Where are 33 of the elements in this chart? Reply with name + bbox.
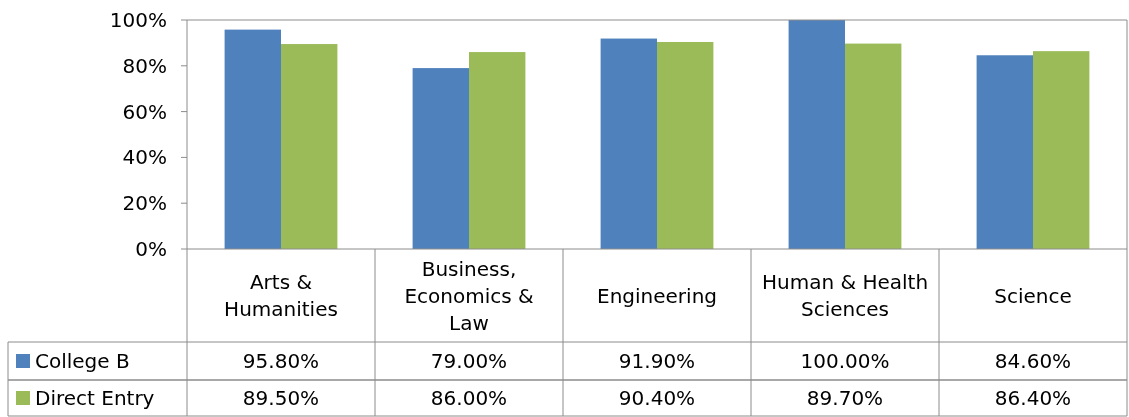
bar bbox=[281, 44, 338, 249]
y-tick-label: 0% bbox=[135, 237, 167, 261]
bar bbox=[600, 38, 657, 249]
y-tick-label: 20% bbox=[122, 191, 167, 216]
bar bbox=[412, 68, 469, 249]
x-tick-label: Science bbox=[994, 283, 1072, 308]
data-label: 86.40% bbox=[994, 386, 1072, 410]
bar bbox=[1033, 51, 1090, 249]
bar bbox=[469, 52, 526, 249]
data-label: 91.90% bbox=[618, 349, 696, 373]
bar bbox=[657, 41, 714, 249]
y-tick-label: 80% bbox=[122, 53, 167, 78]
data-label: 86.00% bbox=[430, 386, 508, 410]
data-label: 95.80% bbox=[242, 349, 320, 373]
data-label: 100.00% bbox=[800, 349, 890, 373]
legend-label: Direct Entry bbox=[35, 386, 155, 410]
x-tick-label: Business, Economics & Law bbox=[404, 256, 534, 335]
data-label: 89.50% bbox=[242, 386, 320, 410]
data-label: 89.70% bbox=[806, 386, 884, 410]
bar bbox=[845, 43, 902, 249]
x-tick-label: Human & Health Sciences bbox=[761, 270, 929, 321]
data-label: 90.40% bbox=[618, 386, 696, 410]
x-tick-label: Arts & Humanities bbox=[224, 270, 338, 321]
bar bbox=[976, 55, 1033, 249]
x-tick-label: Engineering bbox=[597, 283, 717, 308]
y-tick-label: 60% bbox=[122, 99, 167, 124]
bar bbox=[224, 29, 281, 249]
data-label: 79.00% bbox=[430, 349, 508, 373]
data-label: 84.60% bbox=[994, 349, 1072, 373]
bar bbox=[788, 20, 845, 249]
y-tick-label: 100% bbox=[109, 8, 167, 32]
legend-label: College B bbox=[35, 349, 130, 373]
y-tick-label: 40% bbox=[122, 145, 167, 170]
